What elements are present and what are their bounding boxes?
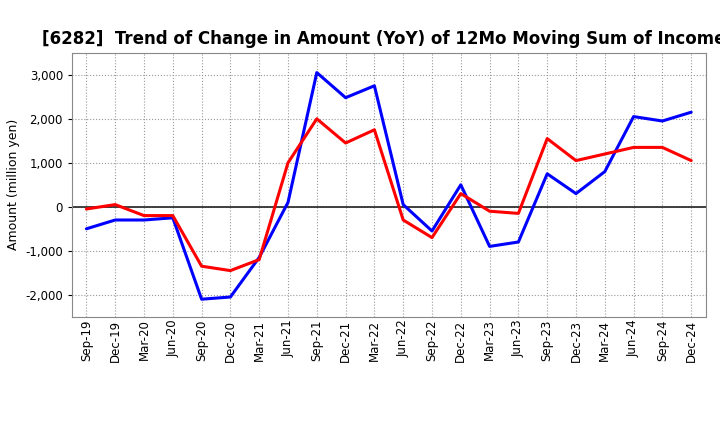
Net Income [428,235,436,240]
Ordinary Income [399,202,408,207]
Net Income [514,211,523,216]
Ordinary Income [456,182,465,187]
Net Income [168,213,177,218]
Net Income [370,127,379,132]
Ordinary Income [514,239,523,245]
Net Income [399,217,408,223]
Net Income [140,213,148,218]
Ordinary Income [168,215,177,220]
Ordinary Income [312,70,321,75]
Net Income [226,268,235,273]
Net Income [687,158,696,163]
Ordinary Income [370,83,379,88]
Net Income [82,206,91,212]
Line: Net Income: Net Income [86,119,691,271]
Net Income [111,202,120,207]
Net Income [629,145,638,150]
Ordinary Income [543,171,552,176]
Ordinary Income [341,95,350,100]
Ordinary Income [226,294,235,300]
Line: Ordinary Income: Ordinary Income [86,73,691,299]
Ordinary Income [197,297,206,302]
Ordinary Income [140,217,148,223]
Ordinary Income [658,118,667,124]
Net Income [543,136,552,141]
Ordinary Income [629,114,638,119]
Net Income [284,160,292,165]
Title: [6282]  Trend of Change in Amount (YoY) of 12Mo Moving Sum of Incomes: [6282] Trend of Change in Amount (YoY) o… [42,30,720,48]
Ordinary Income [284,200,292,205]
Ordinary Income [572,191,580,196]
Ordinary Income [428,228,436,234]
Net Income [255,257,264,262]
Ordinary Income [255,255,264,260]
Net Income [658,145,667,150]
Ordinary Income [600,169,609,174]
Net Income [312,116,321,121]
Ordinary Income [82,226,91,231]
Ordinary Income [111,217,120,223]
Net Income [197,264,206,269]
Net Income [600,151,609,157]
Y-axis label: Amount (million yen): Amount (million yen) [6,119,19,250]
Net Income [572,158,580,163]
Net Income [485,209,494,214]
Ordinary Income [485,244,494,249]
Ordinary Income [687,110,696,115]
Net Income [456,191,465,196]
Net Income [341,140,350,146]
